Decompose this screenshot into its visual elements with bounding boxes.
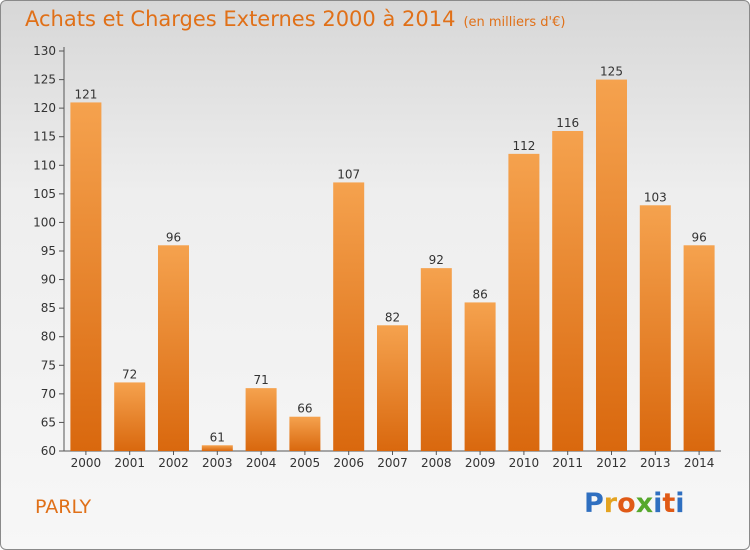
chart-title-text: Achats et Charges Externes 2000 à 2014 — [25, 7, 456, 31]
y-tick-label: 100 — [33, 215, 56, 229]
data-label-2000: 121 — [74, 87, 97, 101]
data-label-2003: 61 — [210, 430, 225, 444]
bar-2002 — [158, 245, 189, 451]
logo-letter: i — [675, 488, 685, 519]
town-name: PARLY — [35, 496, 92, 518]
y-tick-label: 120 — [33, 101, 56, 115]
bar-2014 — [683, 245, 715, 451]
bar-2013 — [639, 205, 671, 451]
x-tick-label: 2000 — [71, 456, 102, 470]
logo-letter: i — [653, 488, 663, 519]
chart-title: Achats et Charges Externes 2000 à 2014 (e… — [25, 7, 565, 31]
logo-letter: P — [584, 488, 604, 519]
x-tick-label: 2011 — [552, 456, 583, 470]
data-label-2004: 71 — [253, 373, 268, 387]
bar-2012 — [596, 79, 627, 452]
logo-letter: o — [617, 488, 636, 519]
proxiti-logo: Proxiti — [584, 488, 685, 519]
bar-2008 — [420, 268, 452, 451]
data-label-2001: 72 — [122, 367, 137, 381]
y-tick-label: 60 — [41, 444, 56, 458]
x-tick-label: 2001 — [114, 456, 145, 470]
x-tick-label: 2010 — [509, 456, 540, 470]
data-label-2002: 96 — [166, 230, 181, 244]
x-tick-label: 2013 — [640, 456, 671, 470]
x-tick-label: 2002 — [158, 456, 189, 470]
x-tick-label: 2012 — [596, 456, 627, 470]
y-tick-label: 130 — [33, 44, 56, 58]
bar-2000 — [70, 102, 102, 451]
logo-letter: t — [662, 488, 676, 519]
data-label-2013: 103 — [644, 190, 667, 204]
bar-2006 — [333, 182, 365, 451]
y-tick-label: 95 — [41, 244, 56, 258]
y-tick-label: 105 — [33, 187, 56, 201]
data-label-2007: 82 — [385, 310, 400, 324]
bar-2009 — [464, 302, 496, 451]
x-tick-label: 2005 — [290, 456, 321, 470]
x-tick-label: 2004 — [246, 456, 277, 470]
data-labels: 121 72 96 61 71 66 107 82 92 86 112 116 125 103 96 — [74, 65, 706, 445]
y-tick-label: 90 — [41, 273, 56, 287]
data-label-2005: 66 — [297, 402, 312, 416]
bar-2005 — [289, 416, 321, 451]
data-label-2014: 96 — [691, 230, 706, 244]
x-tick-label: 2009 — [465, 456, 496, 470]
bar-2004 — [245, 388, 277, 451]
y-tick-label: 75 — [41, 358, 56, 372]
bars — [70, 79, 715, 452]
y-tick-label: 65 — [41, 415, 56, 429]
y-tick-label: 80 — [41, 330, 56, 344]
data-label-2012: 125 — [600, 65, 623, 79]
data-label-2006: 107 — [337, 167, 360, 181]
y-tick-label: 70 — [41, 387, 56, 401]
data-label-2009: 86 — [472, 287, 487, 301]
bar-2003 — [201, 445, 233, 451]
x-tick-label: 2007 — [377, 456, 408, 470]
logo-letter: x — [635, 488, 654, 519]
x-tick-label: 2006 — [333, 456, 364, 470]
bar-2010 — [508, 153, 540, 451]
bar-2011 — [552, 131, 584, 451]
y-tick-label: 115 — [33, 130, 56, 144]
logo-letter: r — [603, 488, 618, 519]
data-label-2008: 92 — [429, 253, 444, 267]
x-tick-label: 2014 — [684, 456, 715, 470]
axes: 60 65 70 75 80 85 90 95 100 105 110 115 120 125 130 200… — [33, 44, 721, 470]
data-label-2011: 116 — [556, 116, 579, 130]
bar-2007 — [377, 325, 408, 451]
y-tick-label: 85 — [41, 301, 56, 315]
x-tick-label: 2003 — [202, 456, 233, 470]
data-label-2010: 112 — [512, 139, 535, 153]
bar-2001 — [114, 382, 146, 451]
x-tick-label: 2008 — [421, 456, 452, 470]
y-tick-label: 110 — [33, 158, 56, 172]
y-tick-label: 125 — [33, 73, 56, 87]
chart-unit: (en milliers d'€) — [463, 15, 566, 30]
